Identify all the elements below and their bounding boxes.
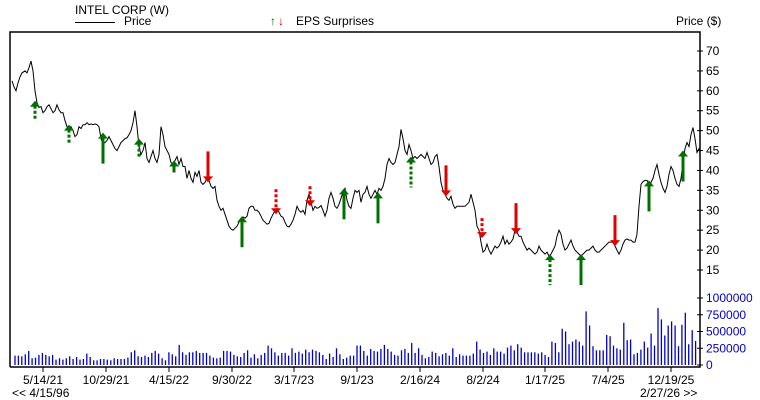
eps-miss-arrow-icon[interactable] — [610, 215, 620, 247]
eps-beat-arrow-icon[interactable] — [30, 100, 40, 120]
price-tick-label: 30 — [706, 203, 720, 217]
eps-legend: ↑ ↓ EPS Surprises — [270, 14, 374, 28]
eps-beat-arrow-icon[interactable] — [644, 180, 654, 212]
volume-tick-label: 0 — [706, 358, 713, 372]
volume-tick-label: 500000 — [706, 325, 746, 339]
volume-tick-label: 250000 — [706, 341, 746, 355]
price-legend-label: Price — [124, 14, 152, 28]
date-tick-label: 9/1/23 — [340, 373, 374, 387]
date-tick-label: 2/16/24 — [399, 373, 441, 387]
eps-beat-arrow-icon[interactable] — [373, 192, 383, 224]
price-tick-label: 15 — [706, 263, 720, 277]
eps-beat-arrow-icon[interactable] — [678, 150, 688, 182]
eps-beat-arrow-icon[interactable] — [98, 132, 108, 164]
eps-beat-arrow-icon[interactable] — [169, 160, 179, 173]
price-tick-label: 50 — [706, 124, 720, 138]
eps-beat-arrow-icon[interactable] — [545, 254, 555, 286]
eps-beat-arrow-icon[interactable] — [64, 124, 74, 144]
eps-miss-arrow-icon[interactable] — [271, 189, 281, 215]
price-tick-label: 40 — [706, 163, 720, 177]
date-tick-label: 5/14/21 — [22, 373, 64, 387]
price-axis-title: Price ($) — [676, 14, 722, 28]
date-tick-label: 8/2/24 — [466, 373, 500, 387]
eps-beat-arrow-icon[interactable] — [406, 156, 416, 188]
date-tick-label: 1/17/25 — [524, 373, 566, 387]
price-tick-label: 70 — [706, 44, 720, 58]
date-tick-label: 7/4/25 — [591, 373, 625, 387]
price-tick-label: 20 — [706, 243, 720, 257]
eps-miss-arrow-icon[interactable] — [203, 151, 213, 183]
price-tick-label: 45 — [706, 144, 720, 158]
eps-miss-arrow-icon: ↓ — [278, 14, 284, 28]
range-end-link[interactable]: 2/27/26 >> — [640, 386, 698, 400]
chart-frame — [9, 31, 701, 368]
volume-tick-label: 750000 — [706, 308, 746, 322]
price-axis: 15 20 25 30 35 40 45 50 55 60 65 70 — [697, 44, 720, 277]
volume-tick-label: 1000000 — [706, 291, 753, 305]
eps-surprise-arrows — [30, 100, 688, 286]
eps-beat-arrow-icon[interactable] — [339, 188, 349, 220]
price-series — [11, 60, 701, 257]
eps-beat-arrow-icon[interactable] — [237, 216, 247, 248]
date-tick-label: 10/29/21 — [82, 373, 130, 387]
price-legend-swatch — [75, 22, 115, 23]
price-tick-label: 60 — [706, 84, 720, 98]
date-tick-label: 12/19/25 — [647, 373, 695, 387]
chart-title: INTEL CORP (W) — [75, 3, 170, 17]
eps-legend-label: EPS Surprises — [296, 14, 375, 28]
eps-miss-arrow-icon[interactable] — [305, 186, 315, 207]
range-start-link[interactable]: << 4/15/96 — [12, 386, 70, 400]
eps-miss-arrow-icon[interactable] — [511, 203, 521, 235]
volume-axis: 0 250000 500000 750000 1000000 — [697, 291, 753, 372]
eps-beat-arrow-icon: ↑ — [270, 14, 276, 28]
eps-beat-arrow-icon[interactable] — [576, 254, 586, 286]
price-tick-label: 65 — [706, 64, 720, 78]
date-tick-label: 3/17/23 — [273, 373, 315, 387]
date-axis — [42, 367, 672, 372]
eps-miss-arrow-icon[interactable] — [477, 218, 487, 239]
date-tick-label: 9/30/22 — [211, 373, 253, 387]
eps-miss-arrow-icon[interactable] — [441, 165, 451, 197]
price-tick-label: 25 — [706, 223, 720, 237]
price-tick-label: 35 — [706, 183, 720, 197]
volume-bars — [14, 308, 697, 365]
eps-beat-arrow-icon[interactable] — [134, 138, 144, 158]
price-tick-label: 55 — [706, 104, 720, 118]
date-tick-label: 4/15/22 — [148, 373, 190, 387]
price-line — [11, 60, 701, 257]
